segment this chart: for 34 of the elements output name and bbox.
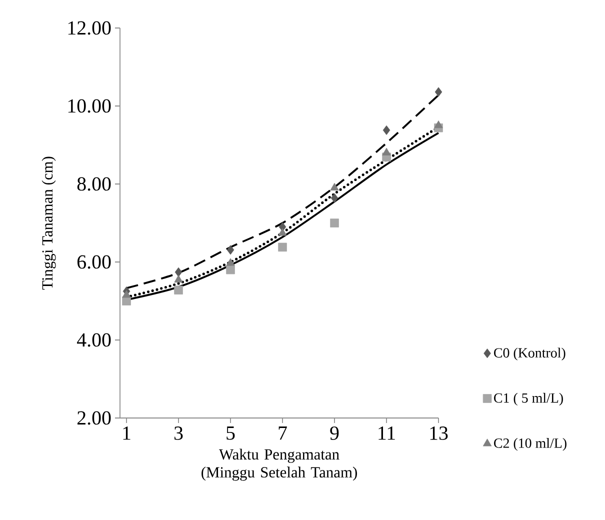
point [330, 218, 339, 228]
legend-label: C0 (Kontrol) [494, 348, 566, 360]
point [174, 267, 182, 277]
legend-label: C2 (10 ml/L) [494, 438, 566, 451]
y-tick-label: 8.00 [77, 177, 111, 191]
x-tick-label: 11 [378, 426, 395, 440]
x-tick-label: 7 [278, 426, 287, 440]
point [382, 125, 390, 135]
point [226, 245, 234, 255]
point [382, 148, 391, 156]
point [122, 290, 131, 298]
y-tick-label: 4.00 [77, 333, 111, 347]
x-tick-label: 9 [330, 426, 339, 440]
x-tick-label: 1 [123, 426, 130, 440]
x-tick-label: 13 [430, 426, 448, 440]
point [434, 87, 442, 97]
y-tick-label: 12.00 [68, 21, 111, 35]
point [174, 286, 183, 294]
x-tick-label: 5 [226, 426, 235, 440]
point [330, 193, 338, 203]
y-tick-label: 6.00 [77, 255, 111, 269]
y-tick-label: 10.00 [68, 99, 111, 113]
point [226, 258, 235, 266]
legend-label: C1 ( 5 ml/L) [494, 392, 563, 406]
point [174, 274, 183, 283]
point [330, 182, 339, 190]
x-axis-title: Waktu Pengamatan (Minggu Setelah Tanam) [202, 448, 357, 481]
point [434, 120, 443, 128]
y-tick-label: 2.00 [77, 411, 111, 425]
x-tick-label: 3 [174, 426, 183, 440]
point [278, 228, 287, 236]
point [226, 265, 235, 274]
point [278, 242, 287, 252]
y-axis-title: Tinggi Tanaman (cm) [42, 156, 56, 290]
